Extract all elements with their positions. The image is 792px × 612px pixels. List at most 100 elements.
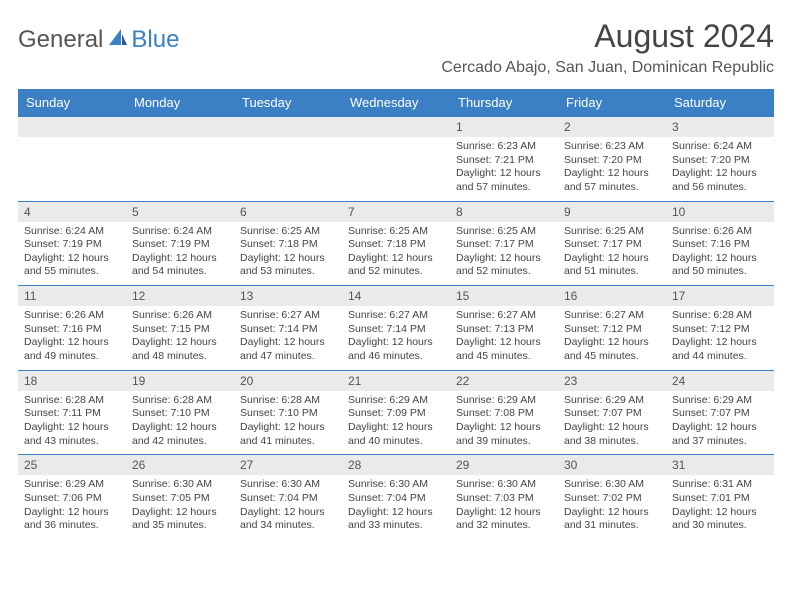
day-line-d1: Daylight: 12 hours (240, 252, 336, 266)
day-number: 20 (234, 371, 342, 391)
day-cell: 20Sunrise: 6:28 AMSunset: 7:10 PMDayligh… (234, 371, 342, 455)
calendar-page: General Blue August 2024 Cercado Abajo, … (0, 0, 792, 551)
day-line-d2: and 42 minutes. (132, 435, 228, 449)
day-line-sr: Sunrise: 6:25 AM (564, 225, 660, 239)
day-cell: 17Sunrise: 6:28 AMSunset: 7:12 PMDayligh… (666, 286, 774, 370)
day-line-ss: Sunset: 7:19 PM (24, 238, 120, 252)
day-line-sr: Sunrise: 6:26 AM (24, 309, 120, 323)
day-line-sr: Sunrise: 6:26 AM (132, 309, 228, 323)
day-cell: 19Sunrise: 6:28 AMSunset: 7:10 PMDayligh… (126, 371, 234, 455)
day-line-sr: Sunrise: 6:28 AM (132, 394, 228, 408)
logo-sail-icon (107, 27, 129, 54)
month-title: August 2024 (441, 18, 774, 55)
day-cell: 2 Sunrise: 6:23 AMSunset: 7:20 PMDaylight… (558, 117, 666, 201)
day-details: Sunrise: 6:26 AMSunset: 7:16 PMDaylight:… (666, 222, 774, 280)
day-line-ss: Sunset: 7:03 PM (456, 492, 552, 506)
day-line-ss: Sunset: 7:11 PM (24, 407, 120, 421)
day-details: Sunrise: 6:30 AMSunset: 7:04 PMDaylight:… (342, 475, 450, 533)
day-line-d2: and 37 minutes. (672, 435, 768, 449)
day-number: 5 (126, 202, 234, 222)
day-number: 7 (342, 202, 450, 222)
day-line-d2: and 40 minutes. (348, 435, 444, 449)
day-line-d1: Daylight: 12 hours (24, 506, 120, 520)
day-line-d1: Daylight: 12 hours (456, 252, 552, 266)
day-cell: 12Sunrise: 6:26 AMSunset: 7:15 PMDayligh… (126, 286, 234, 370)
week-row: ....1Sunrise: 6:23 AMSunset: 7:21 PMDayl… (18, 116, 774, 201)
day-line-sr: Sunrise: 6:23 AM (564, 140, 660, 154)
day-line-sr: Sunrise: 6:24 AM (24, 225, 120, 239)
day-line-d2: and 57 minutes. (456, 181, 552, 195)
day-number: 2 (558, 117, 666, 137)
day-line-d1: Daylight: 12 hours (564, 167, 660, 181)
day-number: 24 (666, 371, 774, 391)
day-cell: 16Sunrise: 6:27 AMSunset: 7:12 PMDayligh… (558, 286, 666, 370)
day-line-d2: and 57 minutes. (564, 181, 660, 195)
top-row: General Blue August 2024 Cercado Abajo, … (18, 18, 774, 77)
day-cell: 8Sunrise: 6:25 AMSunset: 7:17 PMDaylight… (450, 202, 558, 286)
day-line-d2: and 35 minutes. (132, 519, 228, 533)
day-line-d2: and 33 minutes. (348, 519, 444, 533)
day-line-d1: Daylight: 12 hours (456, 336, 552, 350)
day-cell: 28Sunrise: 6:30 AMSunset: 7:04 PMDayligh… (342, 455, 450, 539)
day-cell: 18Sunrise: 6:28 AMSunset: 7:11 PMDayligh… (18, 371, 126, 455)
day-line-sr: Sunrise: 6:25 AM (348, 225, 444, 239)
day-line-d1: Daylight: 12 hours (348, 506, 444, 520)
day-line-d2: and 55 minutes. (24, 265, 120, 279)
day-line-sr: Sunrise: 6:30 AM (132, 478, 228, 492)
day-line-sr: Sunrise: 6:24 AM (132, 225, 228, 239)
day-line-sr: Sunrise: 6:30 AM (348, 478, 444, 492)
day-number: 25 (18, 455, 126, 475)
day-line-ss: Sunset: 7:19 PM (132, 238, 228, 252)
day-details: Sunrise: 6:27 AMSunset: 7:14 PMDaylight:… (234, 306, 342, 364)
day-number: 3 (666, 117, 774, 137)
day-line-d1: Daylight: 12 hours (564, 252, 660, 266)
day-line-ss: Sunset: 7:21 PM (456, 154, 552, 168)
day-line-d2: and 56 minutes. (672, 181, 768, 195)
day-line-d2: and 38 minutes. (564, 435, 660, 449)
day-number: 31 (666, 455, 774, 475)
day-line-sr: Sunrise: 6:31 AM (672, 478, 768, 492)
day-line-d1: Daylight: 12 hours (672, 336, 768, 350)
day-number: 10 (666, 202, 774, 222)
weekday-header-row: SundayMondayTuesdayWednesdayThursdayFrid… (18, 89, 774, 116)
day-line-ss: Sunset: 7:20 PM (564, 154, 660, 168)
weekday-header: Tuesday (234, 89, 342, 116)
day-line-sr: Sunrise: 6:30 AM (564, 478, 660, 492)
day-number: 23 (558, 371, 666, 391)
day-cell: 1Sunrise: 6:23 AMSunset: 7:21 PMDaylight… (450, 117, 558, 201)
day-line-ss: Sunset: 7:01 PM (672, 492, 768, 506)
day-cell: 9Sunrise: 6:25 AMSunset: 7:17 PMDaylight… (558, 202, 666, 286)
day-details: Sunrise: 6:31 AMSunset: 7:01 PMDaylight:… (666, 475, 774, 533)
day-cell: 30Sunrise: 6:30 AMSunset: 7:02 PMDayligh… (558, 455, 666, 539)
day-number: 28 (342, 455, 450, 475)
day-line-d2: and 47 minutes. (240, 350, 336, 364)
day-number: 18 (18, 371, 126, 391)
calendar-grid: SundayMondayTuesdayWednesdayThursdayFrid… (18, 89, 774, 539)
day-cell: 24Sunrise: 6:29 AMSunset: 7:07 PMDayligh… (666, 371, 774, 455)
day-number: 6 (234, 202, 342, 222)
day-details: Sunrise: 6:30 AMSunset: 7:05 PMDaylight:… (126, 475, 234, 533)
day-number: 30 (558, 455, 666, 475)
day-details: Sunrise: 6:29 AMSunset: 7:07 PMDaylight:… (666, 391, 774, 449)
day-line-d2: and 48 minutes. (132, 350, 228, 364)
day-number: 11 (18, 286, 126, 306)
day-cell: 11Sunrise: 6:26 AMSunset: 7:16 PMDayligh… (18, 286, 126, 370)
day-cell: 29Sunrise: 6:30 AMSunset: 7:03 PMDayligh… (450, 455, 558, 539)
day-line-d1: Daylight: 12 hours (456, 167, 552, 181)
day-line-ss: Sunset: 7:16 PM (672, 238, 768, 252)
day-number: 19 (126, 371, 234, 391)
day-line-ss: Sunset: 7:14 PM (240, 323, 336, 337)
day-number: 8 (450, 202, 558, 222)
day-line-d2: and 41 minutes. (240, 435, 336, 449)
day-cell: 13Sunrise: 6:27 AMSunset: 7:14 PMDayligh… (234, 286, 342, 370)
day-line-d2: and 31 minutes. (564, 519, 660, 533)
day-number: . (342, 117, 450, 137)
day-line-ss: Sunset: 7:17 PM (564, 238, 660, 252)
day-cell: 31Sunrise: 6:31 AMSunset: 7:01 PMDayligh… (666, 455, 774, 539)
location-text: Cercado Abajo, San Juan, Dominican Repub… (441, 59, 774, 77)
day-details: Sunrise: 6:28 AMSunset: 7:10 PMDaylight:… (126, 391, 234, 449)
day-number: 14 (342, 286, 450, 306)
day-line-ss: Sunset: 7:13 PM (456, 323, 552, 337)
day-cell: 21Sunrise: 6:29 AMSunset: 7:09 PMDayligh… (342, 371, 450, 455)
day-line-ss: Sunset: 7:16 PM (24, 323, 120, 337)
